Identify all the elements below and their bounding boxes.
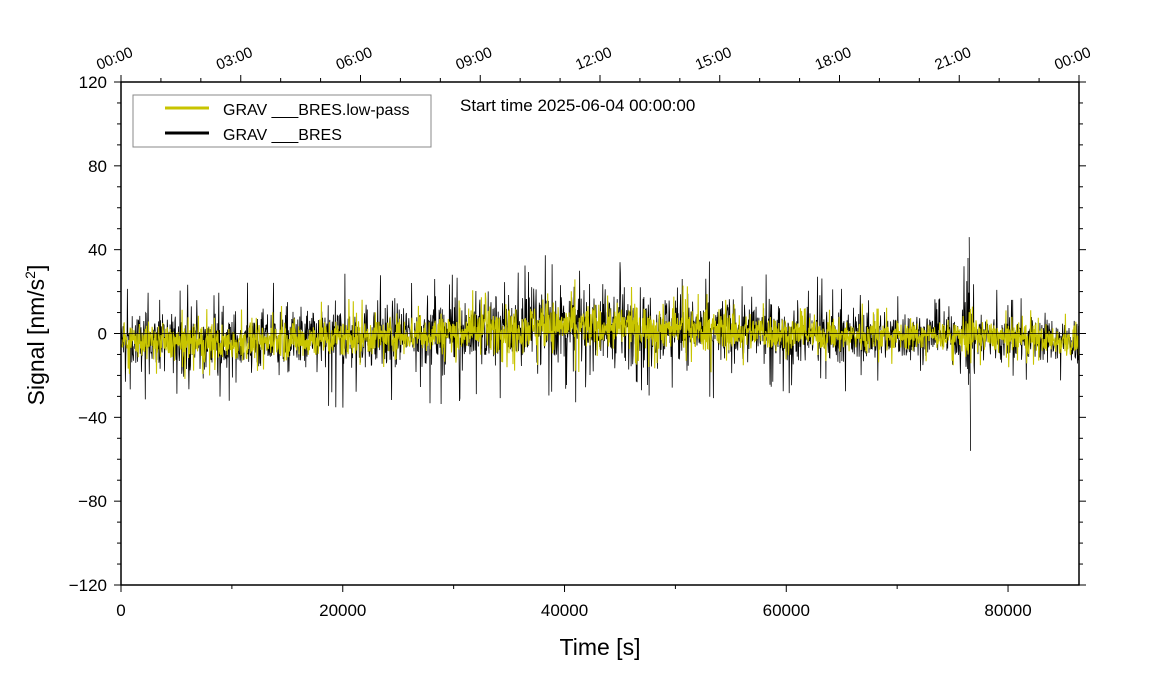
legend-box xyxy=(132,94,432,148)
y-tick-label: 40 xyxy=(88,241,107,260)
x-tick-label: 40000 xyxy=(541,601,588,620)
top-axis-time-label: 09:00 xyxy=(453,44,494,74)
top-axis-time-label: 06:00 xyxy=(334,44,375,74)
y-axis-label-end: ] xyxy=(23,265,49,271)
legend-label-raw: GRAV ___BRES xyxy=(223,127,342,144)
top-axis-time-label: 12:00 xyxy=(573,44,614,74)
x-tick-label: 20000 xyxy=(319,601,366,620)
x-axis-label: Time [s] xyxy=(560,634,641,660)
top-axis-time-label: 00:00 xyxy=(94,44,135,74)
y-axis-label-superscript: 2 xyxy=(22,271,38,279)
chart-title: Start time 2025-06-04 00:00:00 xyxy=(460,96,695,115)
top-axis-time-label: 00:00 xyxy=(1052,44,1093,74)
y-tick-label: 120 xyxy=(79,73,107,92)
y-tick-label: −120 xyxy=(69,576,107,595)
top-axis-time-label: 21:00 xyxy=(932,44,973,74)
y-tick-label: −40 xyxy=(78,408,107,427)
y-axis-label-main: Signal [nm/s xyxy=(23,279,49,406)
y-tick-label: 0 xyxy=(98,325,107,344)
legend: GRAV ___BRES.low-pass GRAV ___BRES xyxy=(132,94,432,148)
x-tick-label: 60000 xyxy=(763,601,810,620)
axes-layer xyxy=(120,81,1080,586)
x-tick-label: 0 xyxy=(116,601,125,620)
y-tick-label: 80 xyxy=(88,157,107,176)
series-line-lowpass xyxy=(121,279,1079,379)
legend-label-lowpass: GRAV ___BRES.low-pass xyxy=(223,102,409,119)
traces-layer xyxy=(121,237,1079,451)
top-axis-time-label: 18:00 xyxy=(813,44,854,74)
x-tick-label: 80000 xyxy=(984,601,1031,620)
y-axis-label: Signal [nm/s2] xyxy=(22,265,49,406)
y-tick-label: −80 xyxy=(78,492,107,511)
top-axis-time-label: 03:00 xyxy=(214,44,255,74)
top-axis-time-label: 15:00 xyxy=(693,44,734,74)
